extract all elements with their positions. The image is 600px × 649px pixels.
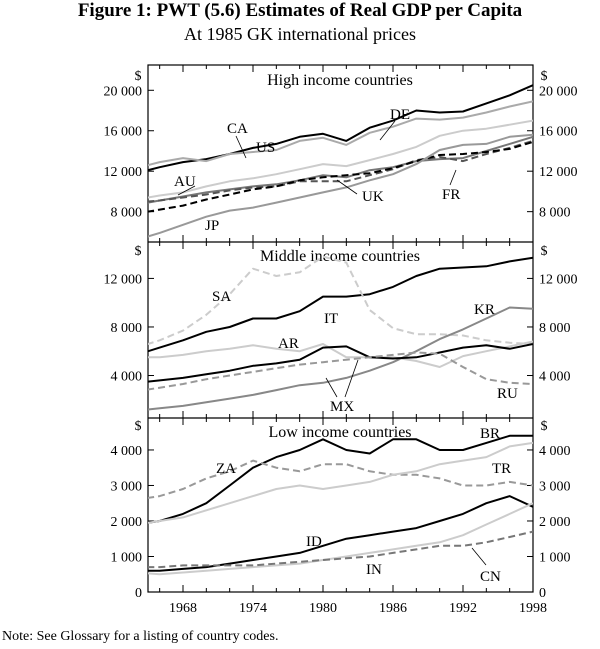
y-tick-label-left: 3 000 [111, 479, 143, 494]
y-tick-label-right: 16 000 [539, 125, 578, 140]
series-label-in: IN [366, 562, 382, 578]
panel-title-low: Low income countries [268, 424, 411, 441]
panel-title-middle: Middle income countries [260, 248, 420, 265]
series-line-sa [148, 255, 533, 345]
ticks-layer: 8 000 8 000 12 000 12 000 16 000 16 000 20 000… [104, 65, 578, 616]
unit-label-right: $ [541, 244, 548, 259]
series-label-kr: KR [474, 302, 495, 318]
series-label-za: ZA [216, 461, 236, 477]
leader-arrow-uk [336, 179, 358, 195]
y-tick-label-right: 20 000 [539, 84, 578, 99]
figure-subtitle: At 1985 GK international prices [184, 24, 416, 44]
plot-frame [147, 64, 534, 593]
y-tick-label-right: 8 000 [539, 321, 571, 336]
leader-arrow-cn [471, 547, 487, 566]
series-label-br: BR [480, 426, 500, 442]
series-line-it [148, 256, 533, 353]
leader-arrow-au [177, 185, 196, 196]
panel-series-group [148, 434, 533, 576]
series-line-kr [148, 306, 533, 411]
figure-title: Figure 1: PWT (5.6) Estimates of Real GD… [77, 0, 523, 21]
panel-series-group [148, 84, 533, 238]
series-label-ca: CA [227, 121, 248, 137]
y-tick-label-left: 12 000 [104, 165, 143, 180]
y-tick-label-right: 12 000 [539, 165, 578, 180]
series-layer [148, 84, 533, 576]
y-tick-label-right: 4 000 [539, 370, 571, 385]
x-tick-label: 1986 [379, 601, 407, 616]
series-line-ar [148, 340, 533, 368]
series-label-sa: SA [212, 289, 231, 305]
unit-label-left: $ [135, 419, 142, 434]
series-label-us: US [256, 140, 275, 156]
series-label-ar: AR [278, 336, 299, 352]
series-label-uk: UK [362, 189, 384, 205]
panel-series-group [148, 255, 533, 411]
y-tick-label-left: 8 000 [111, 206, 143, 221]
series-label-jp: JP [205, 218, 219, 234]
x-tick-label: 1992 [449, 601, 477, 616]
unit-label-left: $ [135, 244, 142, 259]
y-tick-label-right: 12 000 [539, 272, 578, 287]
series-label-cn: CN [480, 569, 501, 585]
series-line-id [148, 495, 533, 572]
series-line-tr [148, 441, 533, 524]
series-label-id: ID [306, 534, 322, 550]
series-label-au: AU [174, 174, 196, 190]
series-line-fr [148, 140, 533, 213]
y-tick-label-right: 8 000 [539, 206, 571, 221]
leader-arrow-mx [325, 377, 338, 398]
x-tick-label: 1974 [239, 601, 267, 616]
series-line-in [148, 530, 533, 569]
y-tick-label-left: 4 000 [111, 370, 143, 385]
series-line-br [148, 434, 533, 524]
y-tick-label-left: 12 000 [104, 272, 143, 287]
leader-arrow-de [379, 120, 396, 141]
y-tick-label-left: 1 000 [111, 550, 143, 565]
y-tick-label-left: 0 [135, 586, 142, 601]
y-tick-label-right: 3 000 [539, 479, 571, 494]
unit-label-right: $ [541, 69, 548, 84]
series-label-tr: TR [492, 461, 511, 477]
y-tick-label-left: 20 000 [104, 84, 143, 99]
y-tick-label-right: 2 000 [539, 515, 571, 530]
leader-arrow-mx2 [344, 359, 359, 398]
series-line-mx [148, 343, 533, 383]
series-line-za [148, 459, 533, 499]
leader-arrow-ca [235, 135, 247, 159]
series-label-de: DE [390, 107, 410, 123]
series-line-au [148, 135, 533, 204]
x-tick-label: 1980 [309, 601, 337, 616]
y-tick-label-right: 1 000 [539, 550, 571, 565]
y-tick-label-left: 4 000 [111, 444, 143, 459]
series-line-de [148, 119, 533, 199]
series-line-ru [148, 351, 533, 391]
x-tick-label: 1968 [169, 601, 197, 616]
x-tick-label: 1998 [519, 601, 547, 616]
panel-title-high: High income countries [267, 72, 413, 89]
series-label-mx: MX [330, 399, 354, 415]
y-tick-label-right: 0 [539, 586, 546, 601]
figure-note: Note: See Glossary for a listing of coun… [2, 629, 279, 644]
series-label-fr: FR [442, 187, 460, 203]
series-label-ru: RU [497, 386, 518, 402]
unit-label-right: $ [541, 419, 548, 434]
series-line-uk [148, 139, 533, 203]
y-tick-label-left: 8 000 [111, 321, 143, 336]
y-tick-label-left: 16 000 [104, 125, 143, 140]
series-line-us [148, 100, 533, 167]
y-tick-label-left: 2 000 [111, 515, 143, 530]
y-tick-label-right: 4 000 [539, 444, 571, 459]
series-line-jp [148, 133, 533, 238]
leader-arrow-fr [449, 169, 457, 186]
unit-label-left: $ [135, 69, 142, 84]
series-label-it: IT [324, 311, 338, 327]
